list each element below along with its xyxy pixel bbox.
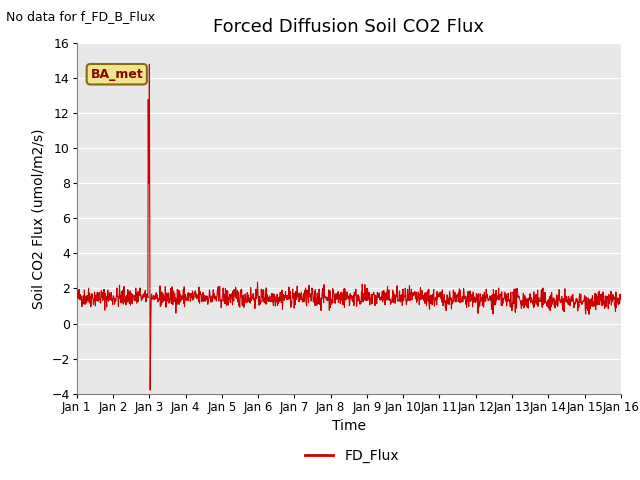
Y-axis label: Soil CO2 Flux (umol/m2/s): Soil CO2 Flux (umol/m2/s) xyxy=(32,128,46,309)
Legend: FD_Flux: FD_Flux xyxy=(300,443,404,468)
Text: BA_met: BA_met xyxy=(90,68,143,81)
X-axis label: Time: Time xyxy=(332,419,366,433)
Title: Forced Diffusion Soil CO2 Flux: Forced Diffusion Soil CO2 Flux xyxy=(213,18,484,36)
Text: No data for f_FD_B_Flux: No data for f_FD_B_Flux xyxy=(6,10,156,23)
